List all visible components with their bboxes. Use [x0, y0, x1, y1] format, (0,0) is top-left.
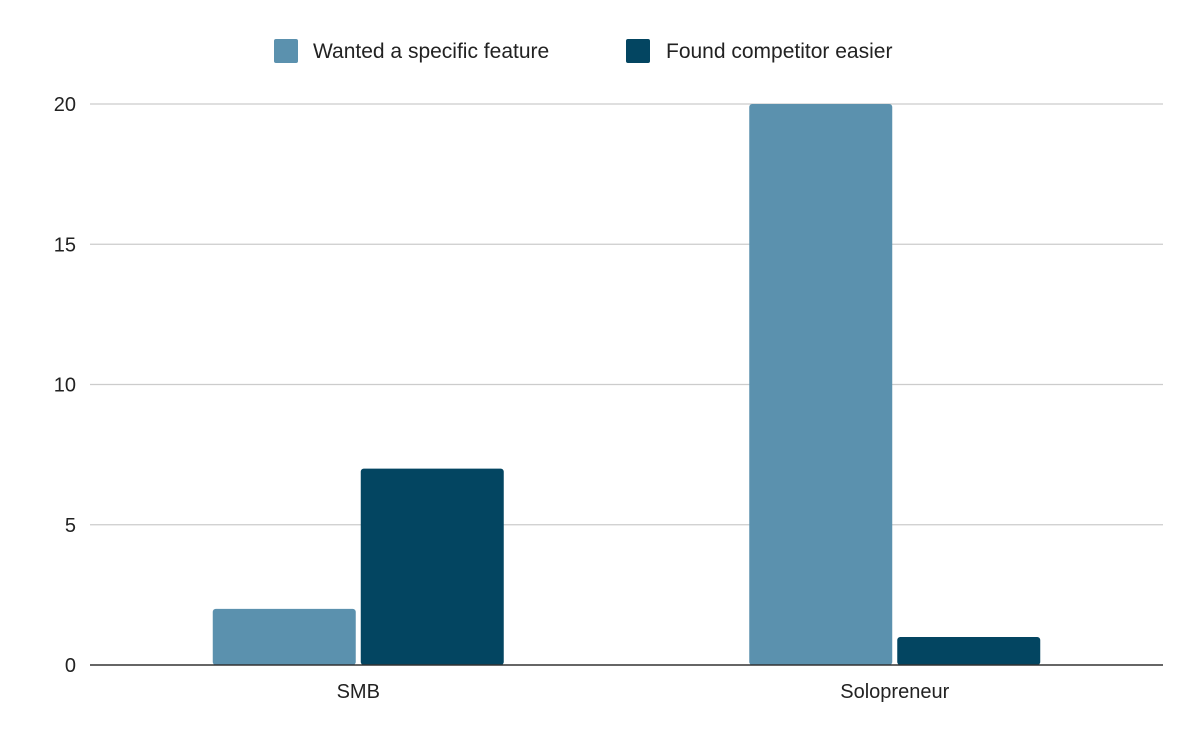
legend-label-competitor-easier: Found competitor easier: [666, 40, 892, 63]
x-tick-label: SMB: [337, 681, 380, 703]
legend-label-wanted-feature: Wanted a specific feature: [313, 40, 549, 63]
gridlines: [90, 103, 1163, 526]
legend: Wanted a specific feature Found competit…: [274, 39, 892, 63]
bars: [212, 104, 1041, 665]
x-axis-ticks: SMB Solopreneur: [337, 681, 950, 703]
bar-smb-series-0: [212, 608, 356, 665]
legend-swatch-wanted-feature: [274, 39, 298, 63]
y-tick-label: 0: [65, 655, 76, 677]
bar-solopreneur-series-1: [897, 636, 1041, 665]
y-tick-label: 5: [65, 515, 76, 537]
y-axis-ticks: 0 5 10 15 20: [54, 94, 76, 677]
y-tick-label: 10: [54, 375, 76, 397]
y-tick-label: 15: [54, 234, 76, 256]
y-tick-label: 20: [54, 94, 76, 116]
x-tick-label: Solopreneur: [840, 681, 949, 703]
bar-smb-series-1: [360, 468, 504, 665]
bar-solopreneur-series-0: [749, 104, 893, 665]
legend-swatch-competitor-easier: [626, 39, 650, 63]
